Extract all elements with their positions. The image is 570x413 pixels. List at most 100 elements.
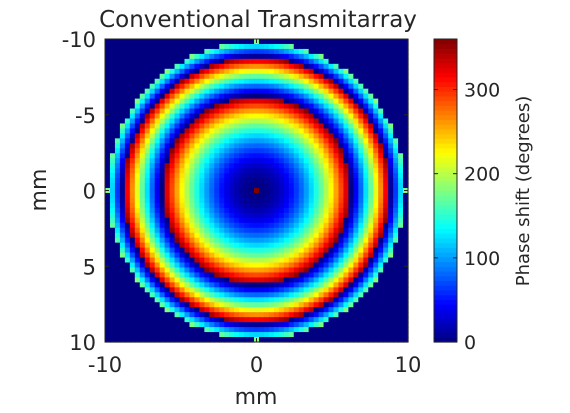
heatmap-cell [263, 217, 270, 224]
heatmap-cell [229, 272, 235, 279]
heatmap-cell [278, 312, 285, 318]
heatmap-cell [363, 133, 369, 139]
heatmap-cell [144, 168, 151, 174]
heatmap-cell [378, 39, 384, 45]
heatmap-cell [353, 183, 359, 189]
heatmap-cell [293, 307, 300, 313]
heatmap-cell [323, 113, 330, 120]
heatmap-cell [189, 247, 196, 254]
heatmap-cell [263, 212, 270, 219]
heatmap-cell [313, 227, 320, 234]
heatmap-cell [105, 133, 111, 139]
heatmap-cell [184, 332, 191, 338]
heatmap-cell [219, 48, 225, 55]
heatmap-cell [273, 178, 280, 184]
heatmap-cell [398, 53, 404, 60]
heatmap-cell [234, 267, 240, 274]
heatmap-cell [268, 307, 275, 313]
heatmap-cell [258, 128, 265, 134]
heatmap-cell [224, 133, 230, 139]
heatmap-cell [204, 192, 210, 199]
heatmap-cell [328, 138, 335, 144]
heatmap-cell [263, 148, 270, 154]
heatmap-cell [268, 317, 275, 323]
heatmap-cell [348, 252, 354, 259]
heatmap-cell [109, 212, 116, 219]
heatmap-cell [303, 43, 310, 50]
heatmap-cell [348, 163, 354, 169]
heatmap-cell [129, 212, 136, 219]
heatmap-cell [249, 73, 255, 80]
heatmap-cell [209, 88, 215, 95]
heatmap-cell [209, 148, 215, 154]
heatmap-cell [244, 337, 250, 343]
heatmap-cell [368, 242, 374, 249]
heatmap-cell [159, 178, 166, 184]
heatmap-cell [229, 307, 235, 313]
heatmap-cell [174, 153, 181, 159]
heatmap-cell [338, 178, 345, 184]
heatmap-cell [119, 327, 126, 333]
heatmap-cell [323, 118, 330, 125]
heatmap-cell [194, 277, 200, 283]
colorbar-band [434, 152, 457, 158]
heatmap-cell [328, 173, 335, 179]
heatmap-cell [303, 168, 310, 174]
heatmap-cell [273, 212, 280, 219]
heatmap-cell [194, 73, 200, 80]
heatmap-cell [338, 43, 345, 50]
heatmap-cell [343, 178, 349, 184]
heatmap-cell [378, 103, 384, 110]
heatmap-cell [224, 143, 230, 149]
heatmap-cell [209, 232, 215, 239]
heatmap-cell [234, 128, 240, 134]
heatmap-cell [159, 277, 166, 283]
heatmap-cell [105, 327, 111, 333]
heatmap-cell [199, 163, 205, 169]
heatmap-cell [283, 257, 290, 264]
heatmap-cell [358, 78, 364, 85]
colorbar-band [434, 228, 457, 234]
heatmap-cell [109, 39, 116, 45]
heatmap-cell [129, 58, 136, 65]
heatmap-cell [283, 202, 290, 209]
heatmap-cell [383, 217, 389, 224]
heatmap-cell [254, 113, 260, 120]
heatmap-cell [363, 163, 369, 169]
heatmap-cell [134, 123, 141, 130]
heatmap-cell [383, 73, 389, 80]
colorbar-band [434, 190, 457, 196]
heatmap-cell [318, 247, 325, 254]
heatmap-cell [278, 138, 285, 144]
heatmap-cell [154, 138, 161, 144]
heatmap-cell [254, 262, 260, 269]
heatmap-cell [214, 277, 220, 283]
heatmap-cell [383, 282, 389, 288]
heatmap-cell [219, 88, 225, 95]
heatmap-cell [204, 73, 210, 80]
colorbar-band [434, 237, 457, 244]
heatmap-cell [393, 78, 399, 85]
heatmap-cell [388, 53, 394, 60]
heatmap-cell [194, 148, 200, 154]
heatmap-cell [209, 332, 215, 338]
heatmap-cell [273, 272, 280, 279]
heatmap-cell [204, 148, 210, 154]
heatmap-cell [348, 39, 354, 45]
heatmap-cell [234, 83, 240, 90]
heatmap-cell [368, 123, 374, 130]
heatmap-cell [169, 73, 176, 80]
heatmap-cell [134, 43, 141, 50]
colorbar-band [434, 143, 457, 149]
heatmap-cell [288, 237, 295, 244]
heatmap-cell [343, 212, 349, 219]
heatmap-cell [298, 287, 305, 293]
heatmap-cell [114, 192, 121, 199]
heatmap-cell [164, 237, 171, 244]
heatmap-cell [308, 153, 315, 159]
heatmap-cell [159, 262, 166, 269]
heatmap-cell [293, 143, 300, 149]
heatmap-cell [124, 332, 131, 338]
heatmap-cell [313, 192, 320, 199]
heatmap-cell [119, 207, 126, 214]
